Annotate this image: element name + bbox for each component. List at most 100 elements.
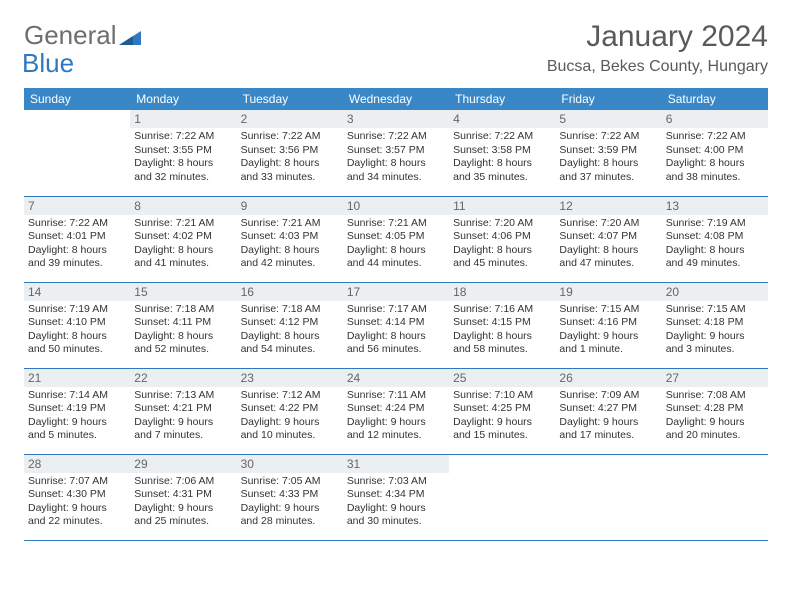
sunrise-text: Sunrise: 7:21 AM: [347, 217, 445, 231]
header: General January 2024 Bucsa, Bekes County…: [24, 20, 768, 76]
triangle-icon: [119, 27, 141, 45]
logo-blue-wrap: Blue: [24, 48, 74, 79]
location: Bucsa, Bekes County, Hungary: [547, 58, 768, 76]
day-details: Sunrise: 7:14 AMSunset: 4:19 PMDaylight:…: [24, 387, 130, 448]
title-block: January 2024 Bucsa, Bekes County, Hungar…: [547, 20, 768, 76]
day-details: Sunrise: 7:13 AMSunset: 4:21 PMDaylight:…: [130, 387, 236, 448]
day-number: 17: [343, 283, 449, 301]
day-details: Sunrise: 7:20 AMSunset: 4:06 PMDaylight:…: [449, 215, 555, 276]
daylight-text: Daylight: 9 hours and 7 minutes.: [134, 416, 232, 443]
day-details: Sunrise: 7:07 AMSunset: 4:30 PMDaylight:…: [24, 473, 130, 534]
day-number: 29: [130, 455, 236, 473]
weekday-header: Monday: [130, 88, 236, 110]
week-row: 7Sunrise: 7:22 AMSunset: 4:01 PMDaylight…: [24, 196, 768, 282]
daylight-text: Daylight: 9 hours and 15 minutes.: [453, 416, 551, 443]
daylight-text: Daylight: 8 hours and 52 minutes.: [134, 330, 232, 357]
sunrise-text: Sunrise: 7:18 AM: [241, 303, 339, 317]
day-number: 19: [555, 283, 661, 301]
day-number: 9: [237, 197, 343, 215]
daylight-text: Daylight: 8 hours and 47 minutes.: [559, 244, 657, 271]
sunset-text: Sunset: 4:03 PM: [241, 230, 339, 244]
day-details: Sunrise: 7:16 AMSunset: 4:15 PMDaylight:…: [449, 301, 555, 362]
logo-text-general: General: [24, 20, 117, 51]
day-cell: 13Sunrise: 7:19 AMSunset: 4:08 PMDayligh…: [662, 196, 768, 282]
day-number: 12: [555, 197, 661, 215]
day-cell: 15Sunrise: 7:18 AMSunset: 4:11 PMDayligh…: [130, 282, 236, 368]
sunrise-text: Sunrise: 7:22 AM: [347, 130, 445, 144]
day-details: Sunrise: 7:11 AMSunset: 4:24 PMDaylight:…: [343, 387, 449, 448]
sunrise-text: Sunrise: 7:22 AM: [666, 130, 764, 144]
day-cell: 30Sunrise: 7:05 AMSunset: 4:33 PMDayligh…: [237, 454, 343, 540]
sunset-text: Sunset: 4:16 PM: [559, 316, 657, 330]
sunset-text: Sunset: 4:01 PM: [28, 230, 126, 244]
daylight-text: Daylight: 9 hours and 20 minutes.: [666, 416, 764, 443]
logo-text-blue: Blue: [22, 48, 74, 78]
sunset-text: Sunset: 4:28 PM: [666, 402, 764, 416]
day-number: 2: [237, 110, 343, 128]
sunrise-text: Sunrise: 7:07 AM: [28, 475, 126, 489]
sunrise-text: Sunrise: 7:10 AM: [453, 389, 551, 403]
sunrise-text: Sunrise: 7:15 AM: [559, 303, 657, 317]
sunset-text: Sunset: 3:55 PM: [134, 144, 232, 158]
sunset-text: Sunset: 4:14 PM: [347, 316, 445, 330]
day-cell: [449, 454, 555, 540]
day-details: Sunrise: 7:22 AMSunset: 4:01 PMDaylight:…: [24, 215, 130, 276]
day-cell: 9Sunrise: 7:21 AMSunset: 4:03 PMDaylight…: [237, 196, 343, 282]
day-cell: [24, 110, 130, 196]
sunrise-text: Sunrise: 7:09 AM: [559, 389, 657, 403]
sunset-text: Sunset: 4:12 PM: [241, 316, 339, 330]
day-number: 28: [24, 455, 130, 473]
sunset-text: Sunset: 4:07 PM: [559, 230, 657, 244]
sunset-text: Sunset: 4:22 PM: [241, 402, 339, 416]
day-number: 8: [130, 197, 236, 215]
day-cell: 19Sunrise: 7:15 AMSunset: 4:16 PMDayligh…: [555, 282, 661, 368]
sunset-text: Sunset: 4:15 PM: [453, 316, 551, 330]
day-details: Sunrise: 7:22 AMSunset: 3:56 PMDaylight:…: [237, 128, 343, 189]
daylight-text: Daylight: 8 hours and 42 minutes.: [241, 244, 339, 271]
sunrise-text: Sunrise: 7:08 AM: [666, 389, 764, 403]
day-cell: 7Sunrise: 7:22 AMSunset: 4:01 PMDaylight…: [24, 196, 130, 282]
weekday-header: Friday: [555, 88, 661, 110]
daylight-text: Daylight: 9 hours and 25 minutes.: [134, 502, 232, 529]
day-cell: 11Sunrise: 7:20 AMSunset: 4:06 PMDayligh…: [449, 196, 555, 282]
day-cell: 10Sunrise: 7:21 AMSunset: 4:05 PMDayligh…: [343, 196, 449, 282]
daylight-text: Daylight: 9 hours and 28 minutes.: [241, 502, 339, 529]
day-details: Sunrise: 7:12 AMSunset: 4:22 PMDaylight:…: [237, 387, 343, 448]
day-details: Sunrise: 7:06 AMSunset: 4:31 PMDaylight:…: [130, 473, 236, 534]
daylight-text: Daylight: 9 hours and 1 minute.: [559, 330, 657, 357]
calendar-table: Sunday Monday Tuesday Wednesday Thursday…: [24, 88, 768, 541]
daylight-text: Daylight: 8 hours and 58 minutes.: [453, 330, 551, 357]
daylight-text: Daylight: 9 hours and 12 minutes.: [347, 416, 445, 443]
sunrise-text: Sunrise: 7:19 AM: [666, 217, 764, 231]
sunrise-text: Sunrise: 7:20 AM: [453, 217, 551, 231]
day-details: Sunrise: 7:15 AMSunset: 4:18 PMDaylight:…: [662, 301, 768, 362]
day-cell: 20Sunrise: 7:15 AMSunset: 4:18 PMDayligh…: [662, 282, 768, 368]
day-details: Sunrise: 7:22 AMSunset: 3:57 PMDaylight:…: [343, 128, 449, 189]
weekday-header: Saturday: [662, 88, 768, 110]
day-number: 22: [130, 369, 236, 387]
sunrise-text: Sunrise: 7:22 AM: [134, 130, 232, 144]
sunset-text: Sunset: 4:31 PM: [134, 488, 232, 502]
sunrise-text: Sunrise: 7:06 AM: [134, 475, 232, 489]
week-row: 14Sunrise: 7:19 AMSunset: 4:10 PMDayligh…: [24, 282, 768, 368]
sunset-text: Sunset: 4:19 PM: [28, 402, 126, 416]
day-cell: 3Sunrise: 7:22 AMSunset: 3:57 PMDaylight…: [343, 110, 449, 196]
sunset-text: Sunset: 4:10 PM: [28, 316, 126, 330]
sunset-text: Sunset: 4:30 PM: [28, 488, 126, 502]
day-details: Sunrise: 7:19 AMSunset: 4:10 PMDaylight:…: [24, 301, 130, 362]
sunset-text: Sunset: 3:58 PM: [453, 144, 551, 158]
day-details: Sunrise: 7:15 AMSunset: 4:16 PMDaylight:…: [555, 301, 661, 362]
day-cell: 5Sunrise: 7:22 AMSunset: 3:59 PMDaylight…: [555, 110, 661, 196]
sunset-text: Sunset: 4:21 PM: [134, 402, 232, 416]
daylight-text: Daylight: 8 hours and 49 minutes.: [666, 244, 764, 271]
week-row: 28Sunrise: 7:07 AMSunset: 4:30 PMDayligh…: [24, 454, 768, 540]
daylight-text: Daylight: 8 hours and 32 minutes.: [134, 157, 232, 184]
day-details: Sunrise: 7:18 AMSunset: 4:11 PMDaylight:…: [130, 301, 236, 362]
sunrise-text: Sunrise: 7:20 AM: [559, 217, 657, 231]
week-row: 21Sunrise: 7:14 AMSunset: 4:19 PMDayligh…: [24, 368, 768, 454]
weekday-header: Sunday: [24, 88, 130, 110]
daylight-text: Daylight: 8 hours and 39 minutes.: [28, 244, 126, 271]
daylight-text: Daylight: 9 hours and 30 minutes.: [347, 502, 445, 529]
sunrise-text: Sunrise: 7:16 AM: [453, 303, 551, 317]
day-cell: 4Sunrise: 7:22 AMSunset: 3:58 PMDaylight…: [449, 110, 555, 196]
